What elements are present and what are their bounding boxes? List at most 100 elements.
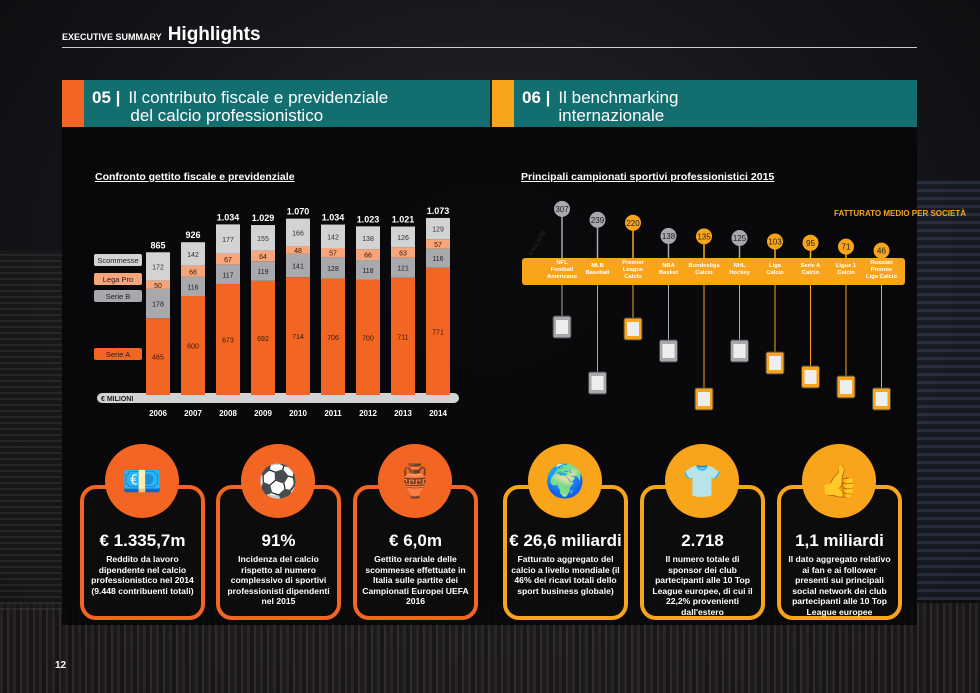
lollipop-head <box>731 230 748 246</box>
league-label: NHL <box>734 263 746 269</box>
league-label: Baseball <box>586 270 610 276</box>
bar-segment-scommesse <box>181 242 205 266</box>
segment-label: 714 <box>292 334 304 341</box>
logo-mark <box>733 344 746 358</box>
segment-label: 177 <box>222 237 234 244</box>
league-bar <box>522 258 905 285</box>
value-label: 103 <box>768 238 782 247</box>
value-label: 95 <box>806 239 815 248</box>
value-label: 46 <box>877 247 886 256</box>
chart2-subtitle: FATTURATO MEDIO PER SOCIETÀ <box>834 209 966 218</box>
page-title: Highlights <box>167 24 261 45</box>
lollipop-head <box>696 228 712 245</box>
segment-label: 706 <box>327 335 339 342</box>
card-value: 2.718 <box>681 531 724 550</box>
segment-label: 117 <box>222 272 233 279</box>
card-description: Reddito da lavoro dipendente nel calcio … <box>91 554 194 596</box>
bar-segment-serie-b <box>321 257 345 279</box>
segment-label: 129 <box>432 227 444 234</box>
globe-icon: 🌍 <box>528 444 602 518</box>
segment-label: 771 <box>432 329 444 336</box>
year-label: 2013 <box>394 409 412 418</box>
page-header: EXECUTIVE SUMMARY Highlights <box>62 24 261 46</box>
card-value: 1,1 miliardi <box>795 531 884 550</box>
logo-mark <box>804 370 817 384</box>
axis-band <box>97 393 459 403</box>
banner-line: Il benchmarking <box>558 88 679 107</box>
icon-glyph: 🌍 <box>545 463 585 499</box>
background-stands-left <box>0 250 62 610</box>
segment-label: 67 <box>224 257 232 264</box>
value-label: 125 <box>733 234 747 243</box>
bar-segment-serie-a <box>321 278 345 395</box>
value-label: 220 <box>626 219 640 228</box>
segment-label: 126 <box>397 235 409 242</box>
bar-segment-serie-b <box>146 288 170 319</box>
unit-label: € MILIONI <box>529 230 548 257</box>
segment-label: 57 <box>434 242 442 249</box>
bar-segment-scommesse <box>356 226 380 250</box>
bar-segment-serie-a <box>251 280 275 395</box>
lollipop-head <box>589 211 606 228</box>
value-label: 138 <box>662 232 676 241</box>
league-label: Premier <box>871 267 893 273</box>
bar-segment-lega-pro <box>391 247 415 258</box>
banner-number: 06 | <box>522 88 551 107</box>
league-label: Serie A <box>801 263 822 269</box>
money-icon: 💶 <box>105 444 179 518</box>
bar-segment-serie-a <box>391 277 415 395</box>
social-icon: 👍 <box>802 444 876 518</box>
segment-label: 465 <box>152 355 164 362</box>
league-label: Liga <box>769 263 782 269</box>
player-icon: ⚽ <box>241 444 315 518</box>
chart1-title: Confronto gettito fiscale e previdenzial… <box>95 171 295 183</box>
league-label: Russian <box>870 260 893 266</box>
legend-label: Scommesse <box>97 256 138 265</box>
bar-segment-serie-a <box>356 279 380 395</box>
card-value: 91% <box>261 531 296 550</box>
highlight-card: 91% Incidenza del calcio rispetto al nume… <box>216 485 341 620</box>
lollipop-head <box>767 233 783 250</box>
bar-segment-lega-pro <box>321 247 345 258</box>
year-label: 2010 <box>289 409 307 418</box>
card-description: Gettito erariale delle scommesse effettu… <box>362 554 469 606</box>
segment-label: 673 <box>222 337 234 344</box>
league-label: Football <box>551 267 574 273</box>
lollipop-head <box>838 238 854 255</box>
bar-segment-serie-a <box>216 283 240 395</box>
year-label: 2012 <box>359 409 377 418</box>
banner-05: 05 | Il contributo fiscale e previdenzia… <box>62 80 490 127</box>
bar-segment-lega-pro <box>356 249 380 261</box>
coins-icon: 🏺 <box>378 444 452 518</box>
total-label: 865 <box>150 240 165 250</box>
logo-mark <box>698 392 710 406</box>
league-label: NBA <box>662 263 675 269</box>
league-label: Basket <box>659 270 678 276</box>
bar-segment-lega-pro <box>251 250 275 262</box>
year-label: 2014 <box>429 409 447 418</box>
banner-06: 06 | Il benchmarking internazionale <box>492 80 917 127</box>
banner-number: 05 | <box>92 88 121 107</box>
segment-label: 166 <box>292 230 304 237</box>
league-label: Premier <box>622 260 644 266</box>
league-label: Calcio <box>695 270 713 276</box>
bar-segment-serie-b <box>426 248 450 268</box>
value-label: 307 <box>555 205 569 214</box>
year-label: 2006 <box>149 409 167 418</box>
segment-label: 692 <box>257 336 269 343</box>
background-stands <box>917 180 980 600</box>
segment-label: 63 <box>399 251 407 258</box>
icon-glyph: 👕 <box>682 463 722 499</box>
highlight-card: € 1.335,7m Reddito da lavoro dipendente n… <box>80 485 205 620</box>
section-label: EXECUTIVE SUMMARY <box>62 32 162 42</box>
bar-segment-lega-pro <box>146 280 170 289</box>
bar-segment-serie-b <box>286 253 310 278</box>
icon-glyph: 👍 <box>819 463 859 499</box>
logo-mark <box>769 356 781 370</box>
card-description: Incidenza del calcio rispetto al numero … <box>227 554 330 606</box>
segment-label: 155 <box>257 236 269 243</box>
year-label: 2008 <box>219 409 237 418</box>
league-label: Bundesliga <box>688 263 720 269</box>
bar-segment-serie-b <box>181 276 205 296</box>
league-label: Calcio <box>837 270 855 276</box>
